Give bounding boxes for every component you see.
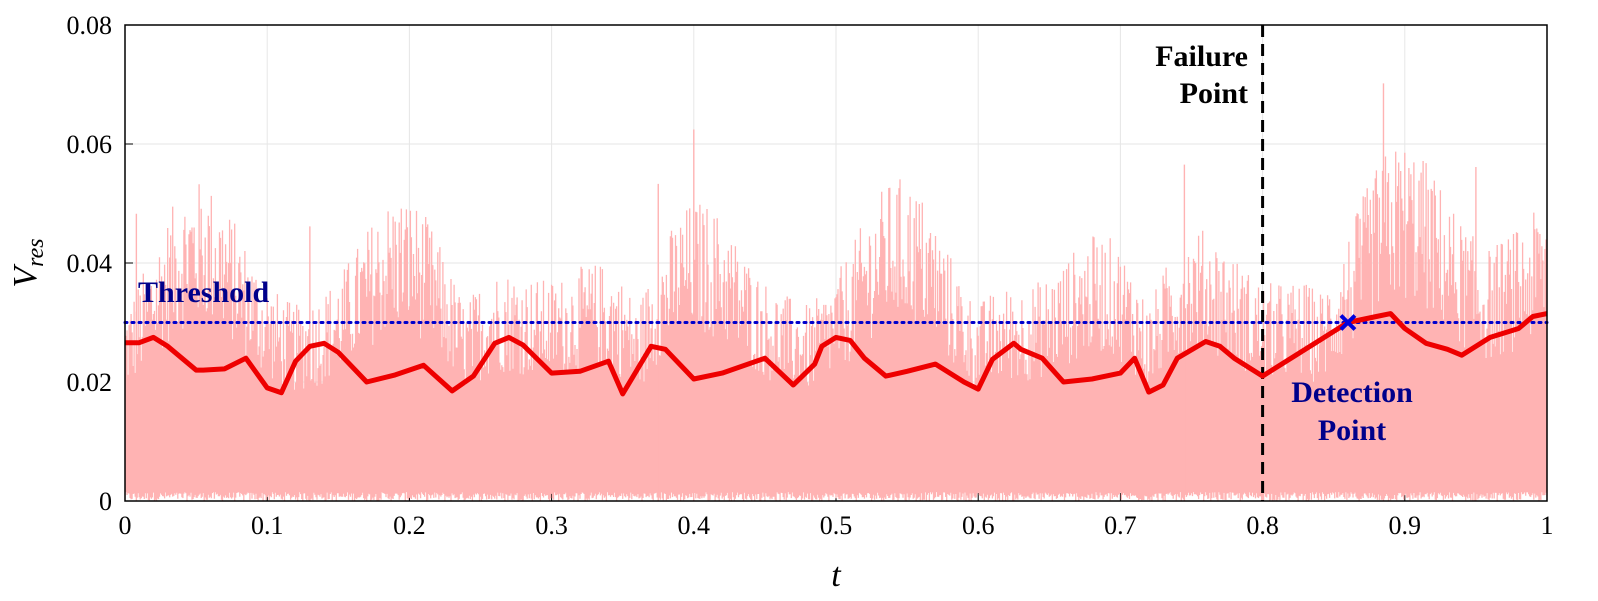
failure-point-label-line1: Failure <box>1155 40 1248 73</box>
detection-marker-stroke-b <box>1339 314 1357 331</box>
failure-point-label-line2: Point <box>1180 77 1248 110</box>
x-tick-label: 0.4 <box>678 511 711 540</box>
marker-layer <box>1339 314 1357 331</box>
y-tick-label: 0.04 <box>67 249 113 278</box>
y-tick-labels: 0 0.02 0.04 0.06 0.08 <box>67 11 113 516</box>
y-tick-label: 0.02 <box>67 368 113 397</box>
smoothed-series-layer <box>125 311 1547 397</box>
detection-point-label-line1: Detection <box>1291 376 1413 409</box>
raw-signal-layer <box>125 83 1547 501</box>
x-tick-label: 0.2 <box>393 511 426 540</box>
x-tick-labels: 0 0.1 0.2 0.3 0.4 0.5 0.6 0.7 0.8 0.9 1 <box>119 511 1554 540</box>
y-tick-label: 0.08 <box>67 11 113 40</box>
x-tick-label: 0.9 <box>1389 511 1422 540</box>
smoothed-series-line <box>125 311 1547 397</box>
x-tick-label: 0.7 <box>1104 511 1137 540</box>
y-axis-label-sub: res <box>23 238 49 266</box>
x-tick-label: 1 <box>1541 511 1554 540</box>
x-tick-label: 0.6 <box>962 511 995 540</box>
x-tick-label: 0 <box>119 511 132 540</box>
y-tick-label: 0.06 <box>67 130 113 159</box>
x-tick-label: 0.8 <box>1246 511 1279 540</box>
y-axis-label: Vres <box>7 238 49 287</box>
detection-point-marker <box>1339 314 1357 331</box>
x-tick-label: 0.5 <box>820 511 853 540</box>
x-axis-label: t <box>831 557 842 594</box>
raw-signal <box>125 151 1547 501</box>
x-tick-label: 0.3 <box>535 511 568 540</box>
plot-area-frame <box>124 24 1548 502</box>
x-tick-label: 0.1 <box>251 511 284 540</box>
threshold-label: Threshold <box>138 276 269 309</box>
detection-point-label-line2: Point <box>1318 414 1386 447</box>
y-tick-label: 0 <box>99 487 112 516</box>
